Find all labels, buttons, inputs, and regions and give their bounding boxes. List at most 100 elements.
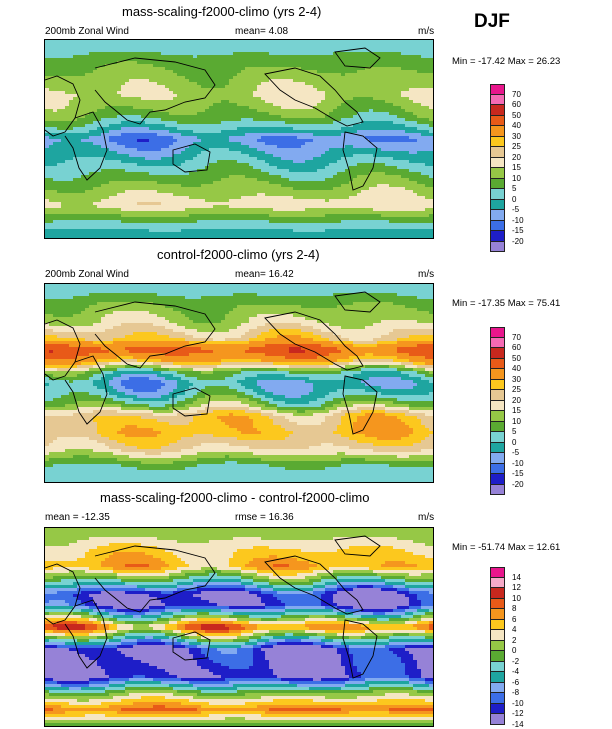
contour-cell xyxy=(117,178,122,182)
contour-cell xyxy=(341,184,346,188)
contour-cell xyxy=(185,103,190,107)
contour-cell xyxy=(57,73,62,77)
contour-cell xyxy=(129,85,134,89)
contour-cell xyxy=(181,76,186,80)
contour-cell xyxy=(85,172,90,176)
contour-cell xyxy=(397,133,402,137)
contour-cell xyxy=(229,103,234,107)
contour-cell xyxy=(257,76,262,80)
contour-cell xyxy=(337,157,342,161)
contour-cell xyxy=(141,121,146,125)
contour-cell xyxy=(233,187,238,191)
contour-cell xyxy=(393,148,398,152)
contour-cell xyxy=(93,55,98,59)
contour-cell xyxy=(365,55,370,59)
contour-cell xyxy=(425,151,430,155)
contour-cell xyxy=(369,61,374,65)
contour-cell xyxy=(377,133,382,137)
contour-cell xyxy=(117,127,122,131)
contour-cell xyxy=(157,49,162,53)
contour-cell xyxy=(137,118,142,122)
contour-cell xyxy=(77,79,82,83)
contour-cell xyxy=(281,148,286,152)
contour-cell xyxy=(377,103,382,107)
contour-cell xyxy=(393,121,398,125)
contour-cell xyxy=(369,79,374,83)
contour-cell xyxy=(73,82,78,86)
contour-cell xyxy=(93,166,98,170)
contour-cell xyxy=(317,94,322,98)
contour-cell xyxy=(113,172,118,176)
contour-cell xyxy=(409,151,414,155)
contour-cell xyxy=(425,46,430,50)
contour-cell xyxy=(145,151,150,155)
contour-cell xyxy=(261,55,266,59)
contour-cell xyxy=(249,160,254,164)
contour-cell xyxy=(305,163,310,167)
contour-cell xyxy=(49,160,54,164)
contour-cell xyxy=(213,73,218,77)
contour-cell xyxy=(381,79,386,83)
contour-cell xyxy=(325,136,330,140)
contour-cell xyxy=(189,49,194,53)
contour-cell xyxy=(173,121,178,125)
contour-cell xyxy=(69,193,74,197)
contour-cell xyxy=(397,58,402,62)
contour-cell xyxy=(65,82,70,86)
contour-cell xyxy=(53,73,58,77)
contour-cell xyxy=(257,79,262,83)
contour-cell xyxy=(329,49,334,53)
contour-cell xyxy=(337,190,342,194)
contour-cell xyxy=(109,139,114,143)
contour-cell xyxy=(49,136,54,140)
contour-cell xyxy=(401,163,406,167)
contour-cell xyxy=(405,61,410,65)
contour-cell xyxy=(65,124,70,128)
contour-cell xyxy=(353,163,358,167)
contour-cell xyxy=(397,109,402,113)
contour-cell xyxy=(425,145,430,149)
contour-cell xyxy=(69,40,74,44)
contour-cell xyxy=(309,178,314,182)
contour-cell xyxy=(293,145,298,149)
contour-cell xyxy=(421,100,426,104)
contour-cell xyxy=(309,97,314,101)
contour-cell xyxy=(265,112,270,116)
contour-cell xyxy=(309,169,314,173)
contour-cell xyxy=(217,109,222,113)
contour-cell xyxy=(221,46,226,50)
contour-cell xyxy=(141,88,146,92)
contour-cell xyxy=(137,94,142,98)
contour-cell xyxy=(137,79,142,83)
contour-cell xyxy=(97,70,102,74)
contour-cell xyxy=(133,91,138,95)
contour-cell xyxy=(165,91,170,95)
contour-cell xyxy=(161,154,166,158)
contour-cell xyxy=(349,157,354,161)
contour-cell xyxy=(385,163,390,167)
contour-cell xyxy=(173,136,178,140)
contour-cell xyxy=(169,175,174,179)
contour-cell xyxy=(325,112,330,116)
contour-cell xyxy=(209,193,214,197)
contour-cell xyxy=(149,133,154,137)
contour-cell xyxy=(401,112,406,116)
contour-cell xyxy=(329,160,334,164)
contour-cell xyxy=(221,166,226,170)
contour-cell xyxy=(353,148,358,152)
contour-cell xyxy=(77,109,82,113)
contour-cell xyxy=(329,97,334,101)
contour-cell xyxy=(53,136,58,140)
contour-cell xyxy=(277,112,282,116)
contour-cell xyxy=(133,67,138,71)
contour-cell xyxy=(261,190,266,194)
contour-cell xyxy=(121,133,126,137)
contour-cell xyxy=(161,61,166,65)
contour-cell xyxy=(145,142,150,146)
contour-cell xyxy=(285,112,290,116)
contour-cell xyxy=(97,79,102,83)
contour-cell xyxy=(357,142,362,146)
contour-cell xyxy=(225,133,230,137)
contour-cell xyxy=(313,187,318,191)
contour-cell xyxy=(109,43,114,47)
